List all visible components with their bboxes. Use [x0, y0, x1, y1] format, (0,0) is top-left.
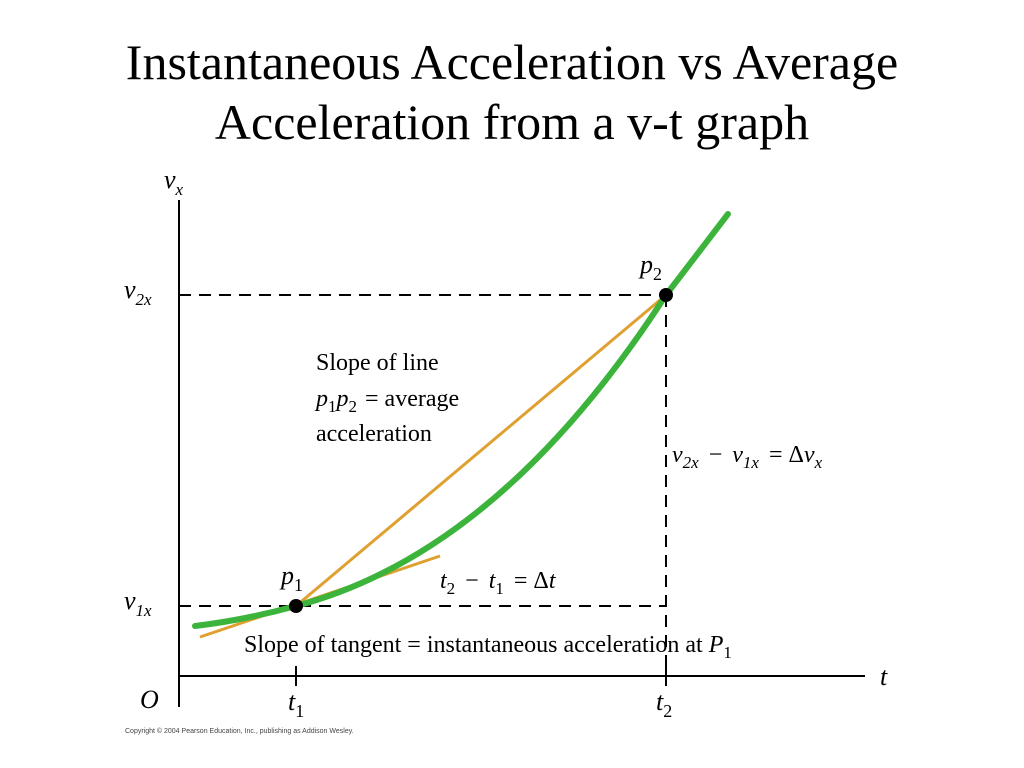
title-line-2: Acceleration from a v-t graph: [214, 94, 810, 150]
avg-annotation-line3: acceleration: [316, 421, 432, 447]
avg-annotation-line1: Slope of line: [316, 350, 439, 376]
copyright-notice: Copyright © 2004 Pearson Education, Inc.…: [125, 728, 354, 735]
y-axis-label: vx: [164, 165, 184, 199]
slide-title: Instantaneous Acceleration vs Average Ac…: [0, 32, 1024, 152]
avg-annotation-line2: p1p2 = average: [314, 386, 459, 416]
p1-label: p1: [279, 561, 303, 595]
tangent-annotation: Slope of tangent = instantaneous acceler…: [244, 632, 732, 662]
title-line-1: Instantaneous Acceleration vs Average: [125, 34, 899, 90]
secant-line: [295, 293, 667, 608]
t1-label: t1: [288, 687, 304, 721]
origin-label: O: [140, 685, 159, 714]
t2-label: t2: [656, 687, 672, 721]
point-p2: [659, 288, 673, 302]
delta-t-annotation: t2− t1 = Δt: [440, 568, 557, 598]
delta-v-annotation: v2x − v1x = Δvx: [672, 442, 823, 472]
v2x-label: v2x: [124, 275, 152, 309]
point-p1: [289, 599, 303, 613]
x-axis-label: t: [880, 662, 888, 691]
velocity-curve: [192, 211, 731, 629]
v1x-label: v1x: [124, 586, 152, 620]
p2-label: p2: [638, 250, 662, 284]
